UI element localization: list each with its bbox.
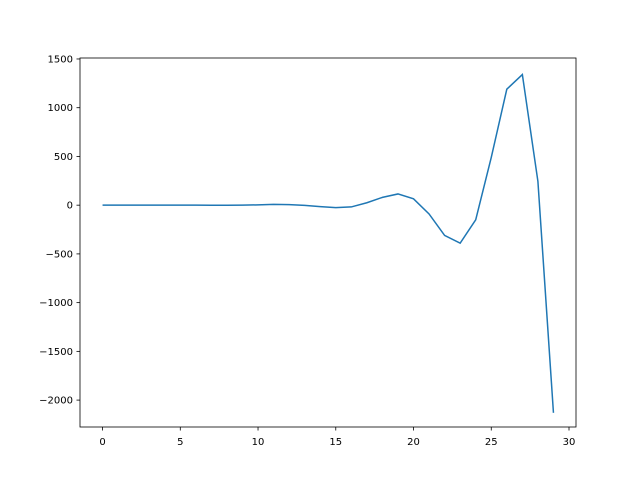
x-tick-label: 25 [485, 437, 498, 448]
y-tick-label: −500 [46, 249, 73, 260]
y-tick-label: 0 [67, 201, 73, 212]
y-tick-label: −2000 [39, 396, 73, 407]
x-tick-label: 30 [563, 437, 576, 448]
series-line-0 [102, 73, 555, 413]
y-tick-label: 1000 [48, 103, 73, 114]
x-tick-label: 10 [252, 437, 265, 448]
x-tick-label: 0 [99, 437, 105, 448]
x-tick-label: 20 [407, 437, 420, 448]
y-tick-label: −1000 [39, 298, 73, 309]
plot-frame [79, 57, 577, 428]
y-tick-label: 1500 [48, 54, 73, 65]
x-tick-label: 15 [329, 437, 342, 448]
y-tick-label: −1500 [39, 347, 73, 358]
y-tick-label: 500 [54, 152, 73, 163]
x-tick-label: 5 [177, 437, 183, 448]
